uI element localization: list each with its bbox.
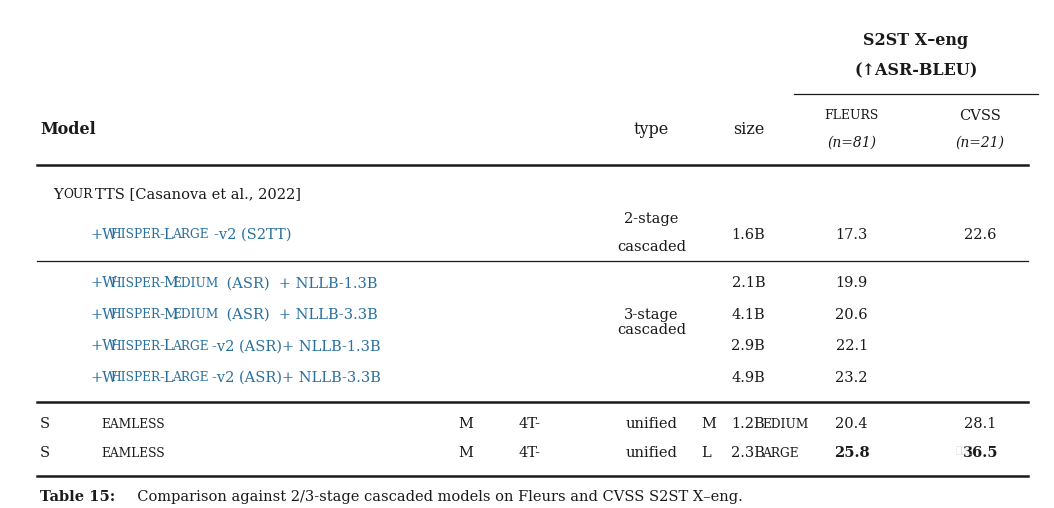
Text: TTS [Casanova et al., 2022]: TTS [Casanova et al., 2022]	[95, 187, 300, 202]
Text: 2.9B: 2.9B	[731, 339, 765, 354]
Text: ARGE: ARGE	[762, 447, 799, 460]
Text: (↑ASR-BLEU): (↑ASR-BLEU)	[854, 62, 978, 80]
Text: HISPER: HISPER	[111, 277, 161, 290]
Text: 25.8: 25.8	[834, 446, 870, 460]
Text: FLEURS: FLEURS	[824, 109, 879, 122]
Text: Model: Model	[40, 121, 96, 138]
Text: -M: -M	[159, 308, 179, 322]
Text: 3-stage: 3-stage	[624, 308, 679, 322]
Text: EAMLESS: EAMLESS	[101, 418, 164, 431]
Text: CVSS: CVSS	[959, 109, 1001, 123]
Text: 22.1: 22.1	[836, 339, 867, 354]
Text: (n=21): (n=21)	[956, 135, 1004, 149]
Text: (ASR)  + NLLB-3.3B: (ASR) + NLLB-3.3B	[222, 308, 378, 322]
Text: EDIUM: EDIUM	[173, 277, 219, 290]
Text: Y: Y	[53, 187, 62, 202]
Text: -L: -L	[159, 371, 174, 385]
Text: 20.6: 20.6	[836, 308, 867, 322]
Text: M: M	[702, 417, 717, 431]
Text: S2ST X–eng: S2ST X–eng	[863, 32, 969, 49]
Text: ARGE: ARGE	[172, 228, 209, 241]
Text: 23.2: 23.2	[836, 371, 867, 385]
Text: unified: unified	[625, 417, 678, 431]
Text: cascaded: cascaded	[617, 323, 686, 337]
Text: -v2 (S2TT): -v2 (S2TT)	[214, 228, 292, 242]
Text: -L: -L	[159, 228, 174, 242]
Text: 4T-: 4T-	[519, 446, 541, 460]
Text: M: M	[458, 417, 473, 431]
Text: 19.9: 19.9	[836, 276, 867, 291]
Text: HISPER: HISPER	[111, 371, 161, 385]
Text: OUR: OUR	[63, 188, 93, 201]
Text: +W: +W	[91, 228, 118, 242]
Text: M: M	[458, 446, 473, 460]
Text: ARGE: ARGE	[172, 340, 209, 353]
Text: 20.4: 20.4	[836, 417, 867, 431]
Text: 2.1B: 2.1B	[731, 276, 765, 291]
Text: size: size	[733, 121, 764, 138]
Text: (ASR)  + NLLB-1.3B: (ASR) + NLLB-1.3B	[222, 276, 378, 291]
Text: 4.1B: 4.1B	[731, 308, 765, 322]
Text: S: S	[40, 446, 51, 460]
Text: 1.2B: 1.2B	[731, 417, 765, 431]
Text: EDIUM: EDIUM	[173, 308, 219, 322]
Text: EAMLESS: EAMLESS	[101, 447, 164, 460]
Text: EDIUM: EDIUM	[762, 418, 808, 431]
Text: (n=81): (n=81)	[827, 135, 876, 149]
Text: 1.6B: 1.6B	[731, 228, 765, 242]
Text: -v2 (ASR)+ NLLB-3.3B: -v2 (ASR)+ NLLB-3.3B	[212, 371, 380, 385]
Text: 17.3: 17.3	[836, 228, 867, 242]
Text: 2.3B: 2.3B	[731, 446, 765, 460]
Text: -L: -L	[159, 339, 174, 354]
Text: HISPER: HISPER	[111, 228, 161, 241]
Text: cascaded: cascaded	[617, 240, 686, 255]
Text: 新智元: 新智元	[956, 444, 973, 455]
Text: S: S	[40, 417, 51, 431]
Text: -M: -M	[159, 276, 179, 291]
Text: unified: unified	[625, 446, 678, 460]
Text: +W: +W	[91, 339, 118, 354]
Text: HISPER: HISPER	[111, 308, 161, 322]
Text: 22.6: 22.6	[964, 228, 996, 242]
Text: +W: +W	[91, 276, 118, 291]
Text: Table 15:: Table 15:	[40, 490, 115, 504]
Text: +W: +W	[91, 371, 118, 385]
Text: 28.1: 28.1	[964, 417, 996, 431]
Text: L: L	[702, 446, 711, 460]
Text: Comparison against 2/3-stage cascaded models on Fleurs and CVSS S2ST X–eng.: Comparison against 2/3-stage cascaded mo…	[128, 490, 742, 504]
Text: -v2 (ASR)+ NLLB-1.3B: -v2 (ASR)+ NLLB-1.3B	[212, 339, 380, 354]
Text: ARGE: ARGE	[172, 371, 209, 385]
Text: HISPER: HISPER	[111, 340, 161, 353]
Text: +W: +W	[91, 308, 118, 322]
Text: 36.5: 36.5	[962, 446, 998, 460]
Text: type: type	[633, 121, 669, 138]
Text: 2-stage: 2-stage	[624, 212, 679, 227]
Text: 4T-: 4T-	[519, 417, 541, 431]
Text: 4.9B: 4.9B	[731, 371, 765, 385]
